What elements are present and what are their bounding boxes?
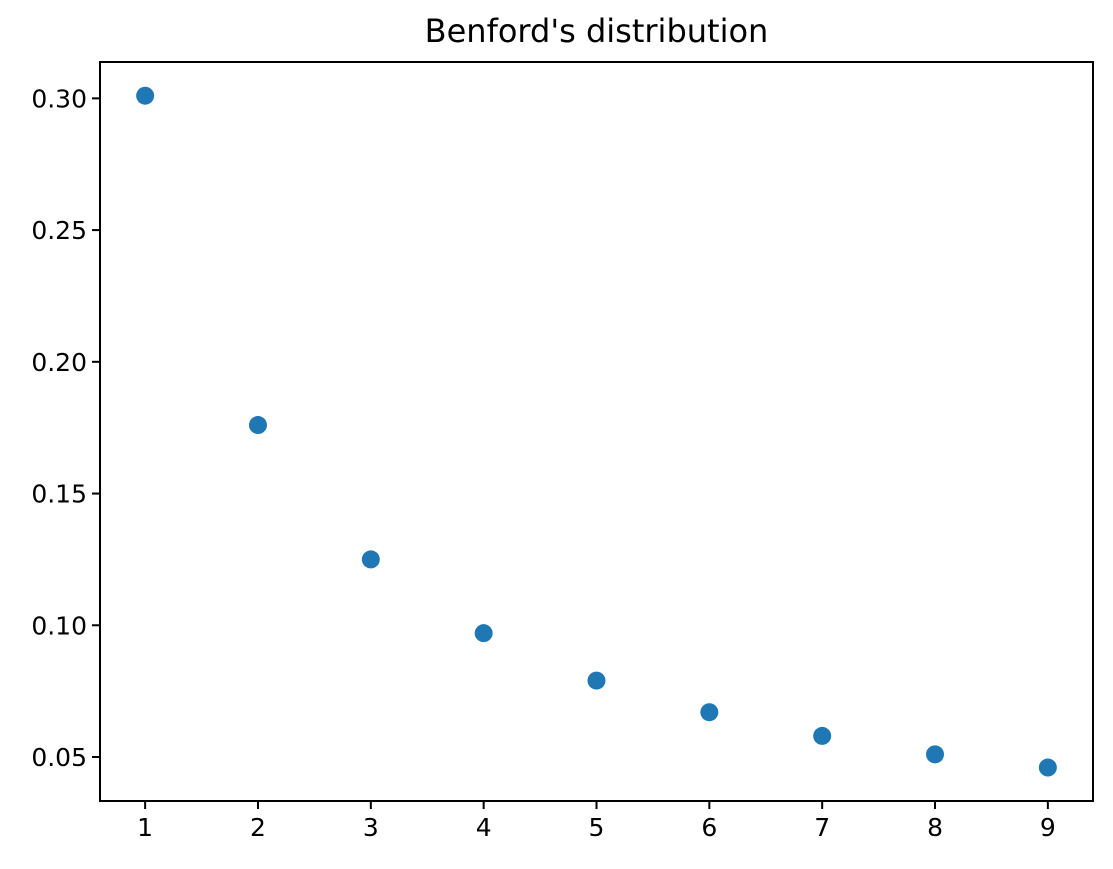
x-tick-label: 1 (137, 813, 153, 842)
data-point (248, 416, 267, 435)
data-point (813, 726, 832, 745)
x-tick-label: 9 (1040, 813, 1056, 842)
data-point (700, 703, 719, 722)
y-tick-label: 0.05 (31, 743, 87, 772)
x-tick-label: 2 (250, 813, 266, 842)
data-point (474, 624, 493, 643)
x-tick-label: 4 (476, 813, 492, 842)
x-tick-label: 5 (589, 813, 605, 842)
data-point (587, 671, 606, 690)
data-point (926, 745, 945, 764)
y-tick-label: 0.15 (31, 480, 87, 509)
data-point (1038, 758, 1057, 777)
x-tick-label: 3 (363, 813, 379, 842)
y-tick-label: 0.25 (31, 216, 87, 245)
x-tick-label: 6 (701, 813, 717, 842)
x-tick-label: 8 (927, 813, 943, 842)
axes-frame (99, 61, 1094, 802)
y-tick-label: 0.20 (31, 348, 87, 377)
data-point (136, 86, 155, 105)
chart-title: Benford's distribution (424, 12, 769, 50)
x-tick-label: 7 (814, 813, 830, 842)
y-tick-label: 0.10 (31, 611, 87, 640)
data-point (361, 550, 380, 569)
y-tick-label: 0.30 (31, 84, 87, 113)
